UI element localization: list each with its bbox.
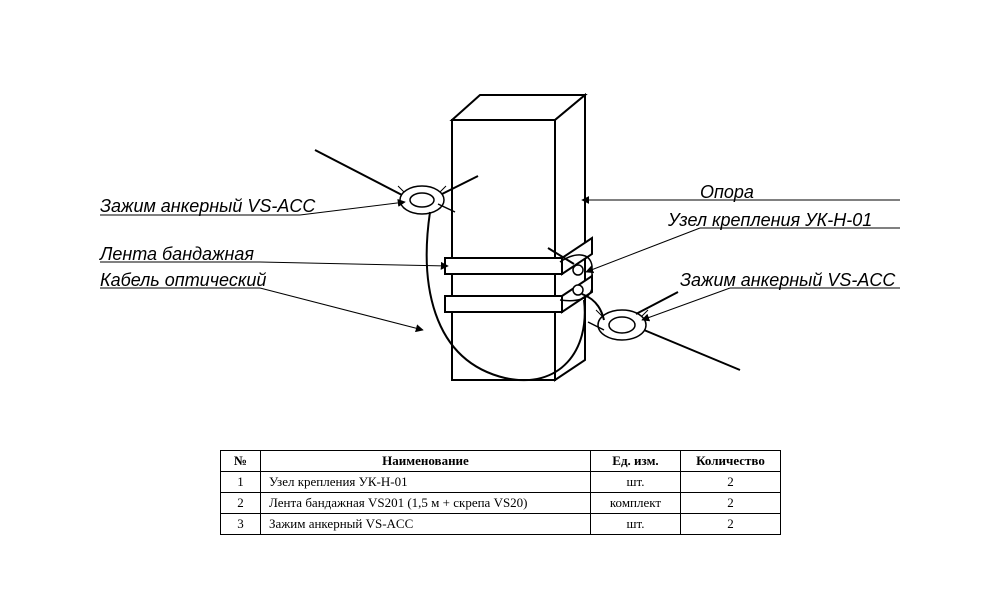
bom-cell-unit: шт. (591, 472, 681, 493)
label-left-anchor-clamp: Зажим анкерный VS-ACC (100, 196, 315, 217)
label-mounting-node: Узел крепления УК-Н-01 (668, 210, 872, 231)
left-anchor-clamp (398, 186, 455, 214)
bom-header-name: Наименование (261, 451, 591, 472)
bom-row: 3 Зажим анкерный VS-ACC шт. 2 (221, 514, 781, 535)
label-support-pole: Опора (700, 182, 754, 203)
bom-cell-num: 1 (221, 472, 261, 493)
bom-cell-name: Лента бандажная VS201 (1,5 м + скрепа VS… (261, 493, 591, 514)
bom-cell-num: 2 (221, 493, 261, 514)
bom-table: № Наименование Ед. изм. Количество 1 Узе… (220, 450, 781, 535)
bom-row: 2 Лента бандажная VS201 (1,5 м + скрепа … (221, 493, 781, 514)
bom-cell-unit: шт. (591, 514, 681, 535)
bom-cell-qty: 2 (681, 472, 781, 493)
bom-header-row: № Наименование Ед. изм. Количество (221, 451, 781, 472)
bom-header-qty: Количество (681, 451, 781, 472)
label-bandage-tape: Лента бандажная (100, 244, 254, 265)
bom-cell-qty: 2 (681, 514, 781, 535)
diagram-stage: Зажим анкерный VS-ACC Лента бандажная Ка… (0, 0, 1000, 600)
bom-cell-unit: комплект (591, 493, 681, 514)
bom-header-unit: Ед. изм. (591, 451, 681, 472)
bom-cell-name: Зажим анкерный VS-ACC (261, 514, 591, 535)
label-optical-cable: Кабель оптический (100, 270, 266, 291)
label-right-anchor-clamp: Зажим анкерный VS-ACC (680, 270, 895, 291)
bom-cell-num: 3 (221, 514, 261, 535)
bom-cell-qty: 2 (681, 493, 781, 514)
bom-row: 1 Узел крепления УК-Н-01 шт. 2 (221, 472, 781, 493)
right-anchor-clamp (588, 310, 648, 340)
bom-header-num: № (221, 451, 261, 472)
pillar (452, 95, 585, 380)
bom-cell-name: Узел крепления УК-Н-01 (261, 472, 591, 493)
